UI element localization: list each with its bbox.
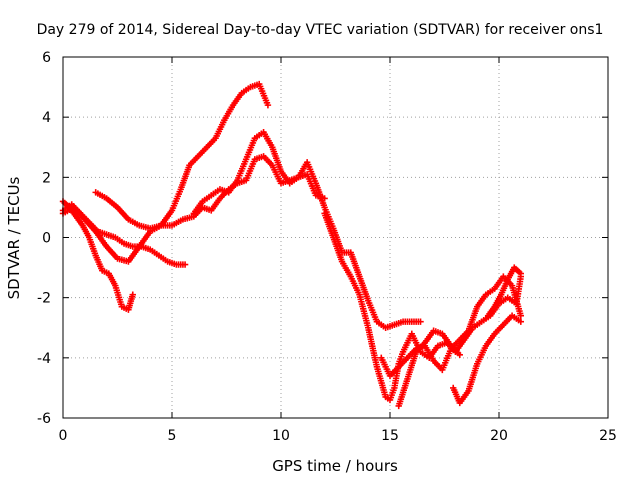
y-tick-label: -6 [37,411,51,427]
x-axis-label: GPS time / hours [272,457,398,475]
y-tick-label: -2 [37,291,51,307]
x-tick-label: 15 [381,428,399,444]
y-tick-label: 6 [42,50,51,66]
data-point [456,351,463,359]
series-arc-8 [395,327,463,410]
data-point [264,101,272,109]
series-arc-9 [450,312,524,407]
y-tick-label: 0 [42,231,51,247]
y-tick-label: 2 [42,170,51,186]
x-tick-label: 0 [59,428,68,444]
series-arc-10 [484,264,524,319]
data-point [517,270,524,277]
x-tick-label: 20 [490,428,508,444]
data-point [517,318,524,325]
series-arc-4 [59,153,328,265]
x-tick-label: 25 [599,428,617,444]
series-arc-5 [190,129,424,331]
y-axis-label: SDTVAR / TECUs [5,176,23,299]
x-tick-label: 10 [272,428,290,444]
axis-ticks: 0 5 10 15 20 25 -6 -4 -2 0 2 4 6 [37,50,617,444]
chart-title: Day 279 of 2014, Sidereal Day-to-day VTE… [37,22,604,38]
data-point [417,318,424,325]
data-point [181,261,189,268]
data-points [59,80,524,410]
x-tick-label: 5 [168,428,177,444]
data-point [129,291,136,298]
y-tick-label: -4 [37,351,51,367]
data-point [517,312,524,319]
y-tick-label: 4 [42,110,51,126]
